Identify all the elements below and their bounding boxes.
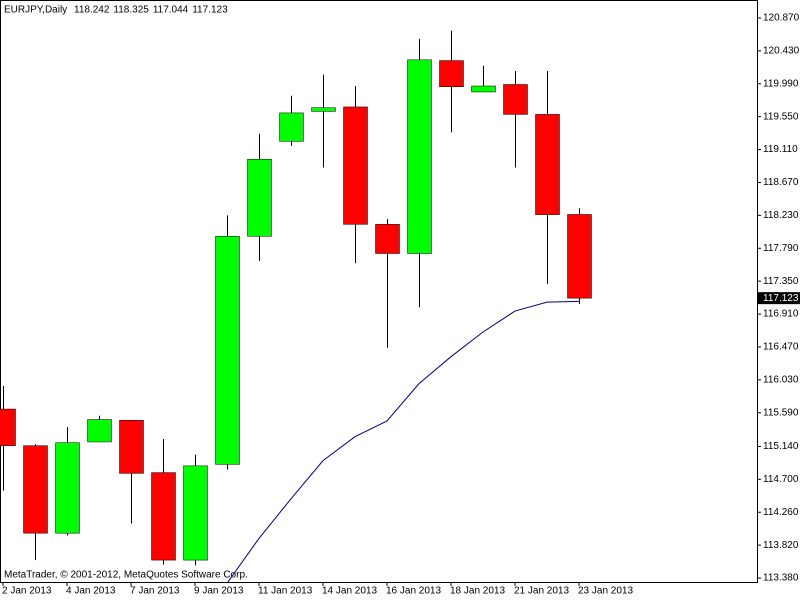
y-tick-label: 114.700 <box>763 474 799 485</box>
candle-body <box>151 472 176 561</box>
header-quote: 118.325 <box>113 5 149 16</box>
y-tick-label: 120.870 <box>763 13 800 24</box>
candle-body <box>215 236 240 465</box>
ma-line <box>227 300 580 582</box>
y-tick-label: 114.260 <box>763 507 799 518</box>
header-quote: 117.044 <box>153 5 189 16</box>
footer: MetaTrader, © 2001-2012, MetaQuotes Soft… <box>4 570 248 581</box>
candle-body <box>311 107 336 112</box>
y-tick-label: 119.550 <box>763 111 799 122</box>
candle-body <box>55 442 80 534</box>
y-tick-label: 118.230 <box>763 210 799 221</box>
x-tick-label: 9 Jan 2013 <box>194 586 244 597</box>
candle-body <box>279 112 304 142</box>
x-tick-label: 7 Jan 2013 <box>130 586 180 597</box>
x-tick-label: 14 Jan 2013 <box>322 586 377 597</box>
plot-frame <box>0 0 758 583</box>
y-tick-label: 116.030 <box>763 375 799 386</box>
x-tick-label: 16 Jan 2013 <box>386 586 441 597</box>
candle-body <box>23 445 48 534</box>
chart-title: EURJPY,Daily <box>4 5 67 16</box>
candle-body <box>503 84 528 115</box>
candle-body <box>471 85 496 93</box>
candle-body <box>247 159 272 237</box>
y-tick-label: 113.380 <box>763 573 799 584</box>
y-tick-label: 118.670 <box>763 177 799 188</box>
x-tick-label: 11 Jan 2013 <box>258 586 313 597</box>
y-tick-label: 115.140 <box>763 441 799 452</box>
price-marker <box>758 292 800 305</box>
x-tick-label: 23 Jan 2013 <box>578 586 633 597</box>
y-tick-label: 117.790 <box>763 243 799 254</box>
header-quote: 118.242 <box>74 5 110 16</box>
x-tick-label: 18 Jan 2013 <box>450 586 505 597</box>
x-tick-label: 4 Jan 2013 <box>66 586 116 597</box>
y-tick-label: 116.470 <box>763 342 799 353</box>
y-tick-label: 117.350 <box>763 276 799 287</box>
candle-body <box>119 420 144 474</box>
x-tick-label: 21 Jan 2013 <box>514 586 569 597</box>
y-tick-label: 113.820 <box>763 540 799 551</box>
candle-body <box>375 224 400 254</box>
price-marker-label: 117.123 <box>763 293 799 304</box>
candle-body <box>183 465 208 561</box>
plot-area <box>0 30 592 582</box>
candle-body <box>439 60 464 87</box>
x-tick-label: 2 Jan 2013 <box>2 586 52 597</box>
candle-body <box>535 114 560 215</box>
y-tick-label: 119.110 <box>763 144 798 155</box>
y-tick-label: 119.990 <box>763 78 799 89</box>
candle-body <box>343 106 368 225</box>
candle-body <box>407 59 432 254</box>
candle-body <box>0 408 16 446</box>
y-tick-label: 115.590 <box>763 407 799 418</box>
candle-body <box>87 419 112 443</box>
y-tick-label: 116.910 <box>763 309 799 320</box>
candle-body <box>567 214 592 299</box>
header-quote: 117.123 <box>192 5 228 16</box>
y-tick-label: 120.430 <box>763 45 800 56</box>
